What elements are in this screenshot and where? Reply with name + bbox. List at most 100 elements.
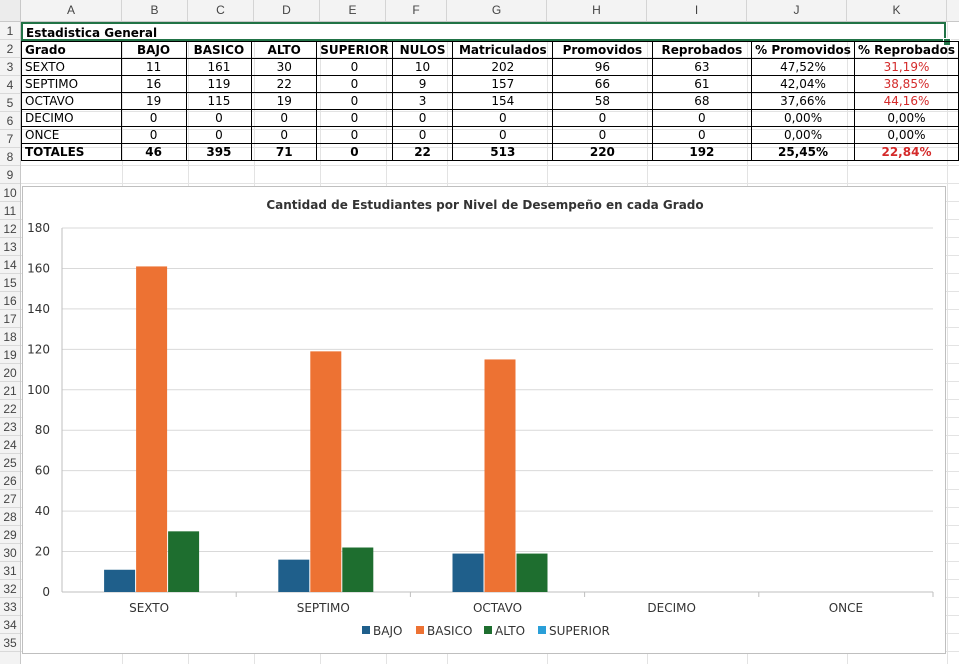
table-cell[interactable]: ONCE bbox=[21, 126, 122, 144]
table-cell[interactable]: 161 bbox=[185, 58, 253, 76]
table-cell[interactable]: 395 bbox=[185, 143, 253, 161]
table-cell[interactable]: BASICO bbox=[185, 41, 253, 59]
table-cell[interactable]: 0,00% bbox=[751, 126, 855, 144]
table-cell[interactable]: TOTALES bbox=[21, 143, 122, 161]
table-cell[interactable]: 0 bbox=[316, 126, 393, 144]
table-cell[interactable]: 46 bbox=[120, 143, 187, 161]
table-cell[interactable]: 0 bbox=[651, 126, 753, 144]
row-header-34[interactable]: 34 bbox=[0, 616, 20, 634]
column-header-h[interactable]: H bbox=[547, 0, 647, 21]
row-header-14[interactable]: 14 bbox=[0, 256, 20, 274]
row-header-32[interactable]: 32 bbox=[0, 580, 20, 598]
row-header-11[interactable]: 11 bbox=[0, 202, 20, 220]
performance-bar-chart[interactable]: Cantidad de Estudiantes por Nivel de Des… bbox=[22, 186, 946, 654]
row-header-26[interactable]: 26 bbox=[0, 472, 20, 490]
table-cell[interactable]: 0 bbox=[391, 126, 454, 144]
row-header-22[interactable]: 22 bbox=[0, 400, 20, 418]
row-header-18[interactable]: 18 bbox=[0, 328, 20, 346]
row-header-1[interactable]: 1 bbox=[0, 22, 20, 40]
row-header-35[interactable]: 35 bbox=[0, 634, 20, 652]
table-cell[interactable]: 0 bbox=[552, 126, 653, 144]
row-header-12[interactable]: 12 bbox=[0, 220, 20, 238]
column-header-f[interactable]: F bbox=[386, 0, 447, 21]
table-cell[interactable]: 22 bbox=[391, 143, 454, 161]
table-cell[interactable]: 0 bbox=[452, 126, 554, 144]
table-cell[interactable]: OCTAVO bbox=[21, 92, 122, 110]
row-header-7[interactable]: 7 bbox=[0, 130, 20, 148]
table-cell[interactable]: 0 bbox=[120, 126, 187, 144]
table-cell[interactable]: 0 bbox=[316, 75, 393, 93]
row-header-20[interactable]: 20 bbox=[0, 364, 20, 382]
row-header-2[interactable]: 2 bbox=[0, 40, 20, 58]
table-cell[interactable]: 10 bbox=[391, 58, 454, 76]
column-header-e[interactable]: E bbox=[320, 0, 386, 21]
table-cell[interactable]: 0,00% bbox=[751, 109, 855, 127]
table-cell[interactable]: 61 bbox=[651, 75, 753, 93]
table-cell[interactable]: 66 bbox=[552, 75, 653, 93]
table-cell[interactable]: 513 bbox=[452, 143, 554, 161]
table-cell[interactable]: SEXTO bbox=[21, 58, 122, 76]
table-cell[interactable]: % Promovidos bbox=[751, 41, 855, 59]
sheet-title-cell[interactable]: Estadistica General bbox=[21, 22, 946, 41]
table-cell[interactable]: 202 bbox=[452, 58, 554, 76]
table-cell[interactable]: 19 bbox=[251, 92, 318, 110]
table-cell[interactable]: 0 bbox=[316, 92, 393, 110]
row-header-24[interactable]: 24 bbox=[0, 436, 20, 454]
table-cell[interactable]: NULOS bbox=[391, 41, 454, 59]
table-cell[interactable]: 68 bbox=[651, 92, 753, 110]
row-header-25[interactable]: 25 bbox=[0, 454, 20, 472]
table-cell[interactable]: 42,04% bbox=[751, 75, 855, 93]
table-cell[interactable]: BAJO bbox=[120, 41, 187, 59]
table-cell[interactable]: 16 bbox=[120, 75, 187, 93]
table-cell[interactable]: Reprobados bbox=[651, 41, 753, 59]
row-header-13[interactable]: 13 bbox=[0, 238, 20, 256]
table-cell[interactable]: 11 bbox=[120, 58, 187, 76]
table-cell[interactable]: 47,52% bbox=[751, 58, 855, 76]
row-header-31[interactable]: 31 bbox=[0, 562, 20, 580]
row-header-19[interactable]: 19 bbox=[0, 346, 20, 364]
table-cell[interactable]: 0 bbox=[651, 109, 753, 127]
column-header-k[interactable]: K bbox=[847, 0, 947, 21]
table-cell[interactable]: 0 bbox=[316, 109, 393, 127]
table-cell[interactable]: 220 bbox=[552, 143, 653, 161]
table-cell[interactable]: 30 bbox=[251, 58, 318, 76]
table-cell[interactable]: 0 bbox=[185, 126, 253, 144]
table-cell[interactable]: 63 bbox=[651, 58, 753, 76]
table-cell[interactable]: 115 bbox=[185, 92, 253, 110]
row-header-5[interactable]: 5 bbox=[0, 94, 20, 112]
table-cell[interactable]: 0 bbox=[120, 109, 187, 127]
table-cell[interactable]: SUPERIOR bbox=[316, 41, 393, 59]
table-cell[interactable]: SEPTIMO bbox=[21, 75, 122, 93]
table-cell[interactable]: Matriculados bbox=[452, 41, 554, 59]
table-cell[interactable]: 58 bbox=[552, 92, 653, 110]
table-cell[interactable]: 119 bbox=[185, 75, 253, 93]
table-cell[interactable]: 0 bbox=[391, 109, 454, 127]
table-cell[interactable]: 0,00% bbox=[853, 126, 959, 144]
table-cell[interactable]: 22,84% bbox=[853, 143, 959, 161]
row-header-17[interactable]: 17 bbox=[0, 310, 20, 328]
table-cell[interactable]: 0 bbox=[251, 126, 318, 144]
table-cell[interactable]: ALTO bbox=[251, 41, 318, 59]
table-cell[interactable]: % Reprobados bbox=[853, 41, 959, 59]
row-header-29[interactable]: 29 bbox=[0, 526, 20, 544]
column-header-b[interactable]: B bbox=[122, 0, 188, 21]
table-cell[interactable]: 0 bbox=[185, 109, 253, 127]
row-header-4[interactable]: 4 bbox=[0, 76, 20, 94]
row-header-16[interactable]: 16 bbox=[0, 292, 20, 310]
table-cell[interactable]: 3 bbox=[391, 92, 454, 110]
table-cell[interactable]: 0,00% bbox=[853, 109, 959, 127]
column-header-j[interactable]: J bbox=[747, 0, 847, 21]
table-cell[interactable]: 44,16% bbox=[853, 92, 959, 110]
row-header-6[interactable]: 6 bbox=[0, 112, 20, 130]
table-cell[interactable]: 25,45% bbox=[751, 143, 855, 161]
table-cell[interactable]: 0 bbox=[316, 143, 393, 161]
table-cell[interactable]: 0 bbox=[251, 109, 318, 127]
row-header-10[interactable]: 10 bbox=[0, 184, 20, 202]
table-cell[interactable]: 9 bbox=[391, 75, 454, 93]
table-cell[interactable]: DECIMO bbox=[21, 109, 122, 127]
table-cell[interactable]: 31,19% bbox=[853, 58, 959, 76]
column-header-i[interactable]: I bbox=[647, 0, 747, 21]
row-header-21[interactable]: 21 bbox=[0, 382, 20, 400]
table-cell[interactable]: 0 bbox=[552, 109, 653, 127]
column-header-d[interactable]: D bbox=[254, 0, 320, 21]
